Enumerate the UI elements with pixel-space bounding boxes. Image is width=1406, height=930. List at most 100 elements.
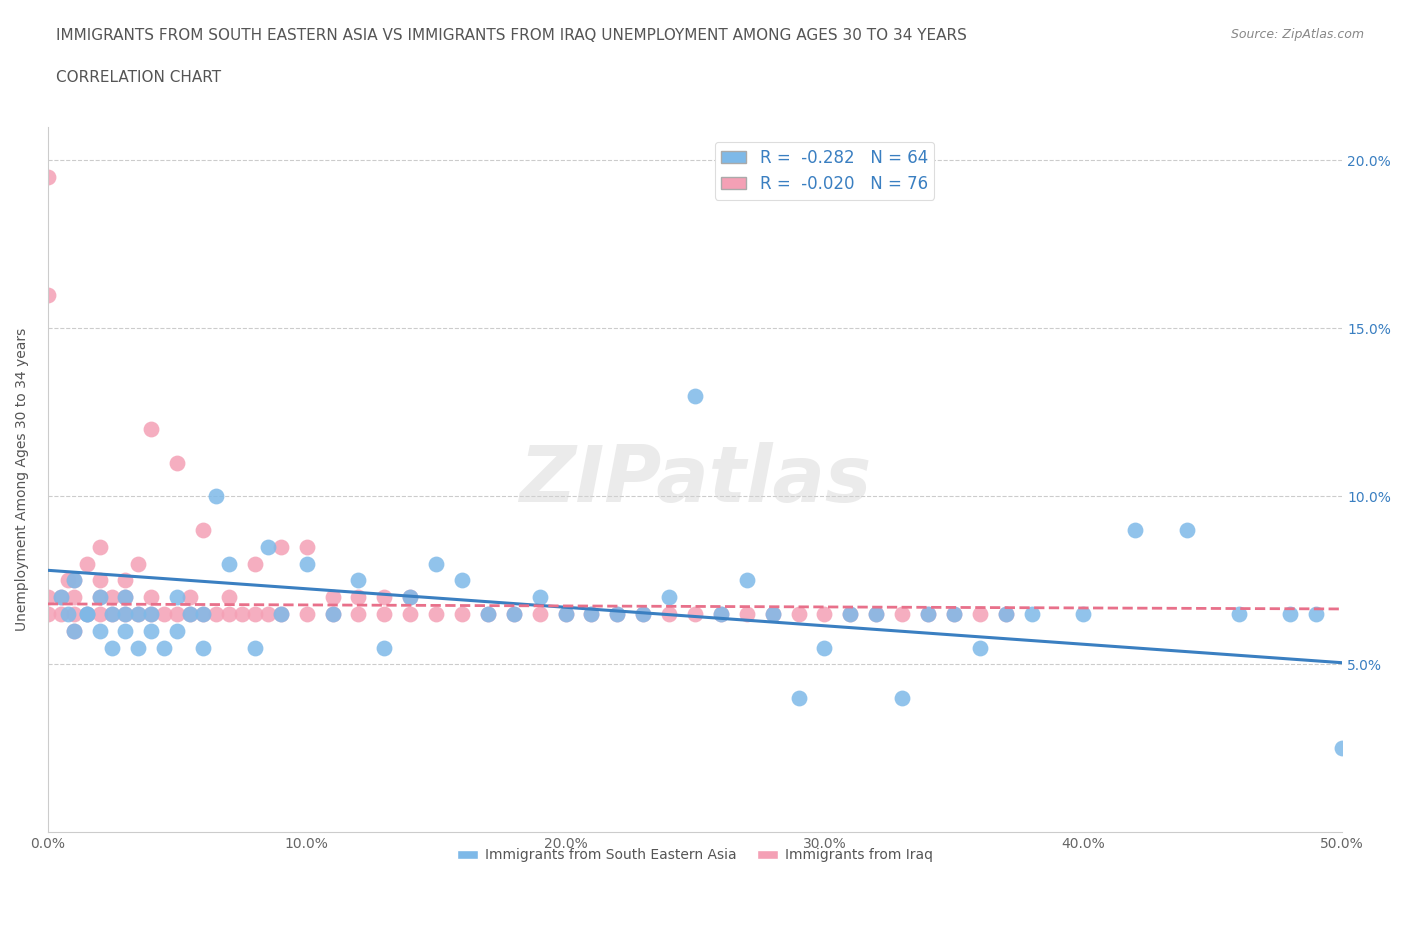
Point bbox=[813, 640, 835, 655]
Point bbox=[179, 606, 201, 621]
Point bbox=[1331, 741, 1354, 756]
Point bbox=[179, 606, 201, 621]
Point bbox=[101, 640, 124, 655]
Point bbox=[127, 640, 149, 655]
Point bbox=[231, 606, 253, 621]
Point bbox=[243, 640, 266, 655]
Point bbox=[451, 606, 474, 621]
Point bbox=[425, 556, 447, 571]
Text: CORRELATION CHART: CORRELATION CHART bbox=[56, 70, 221, 85]
Point bbox=[243, 556, 266, 571]
Point bbox=[347, 606, 370, 621]
Point bbox=[865, 606, 887, 621]
Point bbox=[554, 606, 576, 621]
Point bbox=[735, 606, 758, 621]
Point bbox=[141, 421, 163, 436]
Text: Source: ZipAtlas.com: Source: ZipAtlas.com bbox=[1230, 28, 1364, 41]
Point bbox=[373, 606, 395, 621]
Point bbox=[683, 388, 706, 403]
Point bbox=[658, 606, 681, 621]
Point bbox=[101, 590, 124, 604]
Point bbox=[529, 606, 551, 621]
Point bbox=[581, 606, 603, 621]
Point bbox=[101, 606, 124, 621]
Point bbox=[917, 606, 939, 621]
Point bbox=[37, 590, 59, 604]
Point bbox=[114, 606, 136, 621]
Point bbox=[62, 606, 84, 621]
Point bbox=[295, 539, 318, 554]
Point bbox=[683, 606, 706, 621]
Point bbox=[89, 590, 111, 604]
Point bbox=[322, 606, 344, 621]
Point bbox=[813, 606, 835, 621]
Point bbox=[58, 606, 80, 621]
Point bbox=[529, 590, 551, 604]
Point bbox=[49, 590, 72, 604]
Point bbox=[762, 606, 785, 621]
Point bbox=[606, 606, 628, 621]
Point bbox=[994, 606, 1017, 621]
Point bbox=[166, 456, 188, 471]
Point bbox=[114, 623, 136, 638]
Point bbox=[141, 606, 163, 621]
Point bbox=[37, 169, 59, 184]
Point bbox=[270, 539, 292, 554]
Point bbox=[347, 590, 370, 604]
Point bbox=[191, 606, 214, 621]
Point bbox=[451, 573, 474, 588]
Point bbox=[581, 606, 603, 621]
Point bbox=[347, 573, 370, 588]
Point bbox=[787, 691, 810, 706]
Point bbox=[735, 573, 758, 588]
Point bbox=[191, 640, 214, 655]
Legend: Immigrants from South Eastern Asia, Immigrants from Iraq: Immigrants from South Eastern Asia, Immi… bbox=[451, 843, 939, 868]
Point bbox=[1123, 523, 1146, 538]
Point bbox=[1305, 606, 1327, 621]
Point bbox=[89, 623, 111, 638]
Point bbox=[218, 606, 240, 621]
Point bbox=[218, 556, 240, 571]
Point bbox=[127, 606, 149, 621]
Point bbox=[969, 606, 991, 621]
Point bbox=[295, 556, 318, 571]
Point bbox=[917, 606, 939, 621]
Point bbox=[631, 606, 654, 621]
Point bbox=[256, 539, 278, 554]
Point bbox=[205, 489, 228, 504]
Point bbox=[141, 590, 163, 604]
Point bbox=[631, 606, 654, 621]
Point bbox=[502, 606, 524, 621]
Point bbox=[153, 606, 176, 621]
Point bbox=[37, 606, 59, 621]
Point bbox=[179, 590, 201, 604]
Point bbox=[101, 606, 124, 621]
Point bbox=[89, 590, 111, 604]
Point bbox=[477, 606, 499, 621]
Point bbox=[839, 606, 862, 621]
Text: IMMIGRANTS FROM SOUTH EASTERN ASIA VS IMMIGRANTS FROM IRAQ UNEMPLOYMENT AMONG AG: IMMIGRANTS FROM SOUTH EASTERN ASIA VS IM… bbox=[56, 28, 967, 43]
Point bbox=[62, 623, 84, 638]
Point bbox=[191, 606, 214, 621]
Point bbox=[218, 590, 240, 604]
Point bbox=[127, 556, 149, 571]
Point bbox=[942, 606, 965, 621]
Point bbox=[399, 606, 422, 621]
Point bbox=[114, 573, 136, 588]
Point bbox=[606, 606, 628, 621]
Point bbox=[710, 606, 733, 621]
Text: ZIPatlas: ZIPatlas bbox=[519, 442, 872, 517]
Point bbox=[891, 691, 914, 706]
Point bbox=[710, 606, 733, 621]
Point bbox=[554, 606, 576, 621]
Point bbox=[1279, 606, 1302, 621]
Point bbox=[1175, 523, 1198, 538]
Point bbox=[141, 606, 163, 621]
Point bbox=[153, 640, 176, 655]
Point bbox=[76, 606, 98, 621]
Y-axis label: Unemployment Among Ages 30 to 34 years: Unemployment Among Ages 30 to 34 years bbox=[15, 328, 30, 631]
Point bbox=[37, 287, 59, 302]
Point bbox=[76, 606, 98, 621]
Point bbox=[62, 573, 84, 588]
Point bbox=[942, 606, 965, 621]
